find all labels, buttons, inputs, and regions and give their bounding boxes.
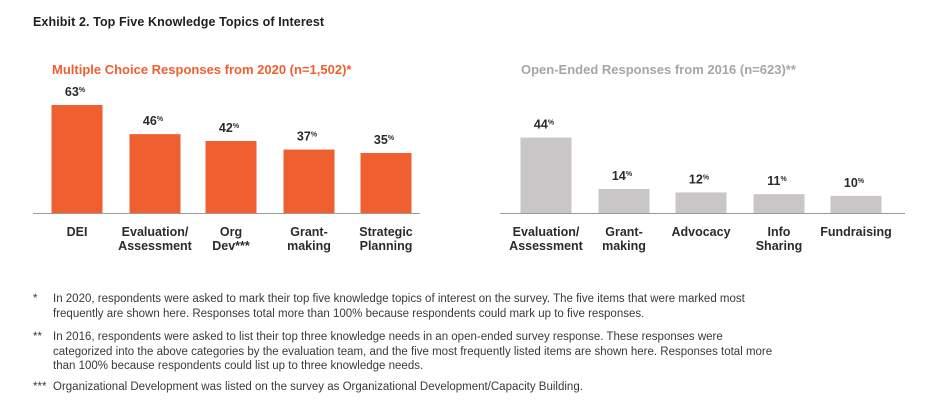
oe-value-label-4: 11% (767, 174, 787, 188)
footnote-3-text: Organizational Development was listed on… (53, 381, 583, 393)
mc-bar-2 (129, 134, 181, 213)
mc-value-label-1: 63% (65, 85, 86, 99)
mc-value-label-3: 42% (219, 121, 240, 135)
oe-bar-5 (830, 195, 882, 213)
mc-category-label-4: Grant-making (287, 225, 331, 253)
oe-value-label-1: 44% (534, 118, 555, 132)
mc-bar-3 (205, 141, 257, 213)
mc-bar-4 (283, 149, 335, 213)
footnote-1: * In 2020, respondents were asked to mar… (33, 292, 793, 322)
oe-value-label-2: 14% (612, 169, 633, 183)
footnote-2-text: In 2016, respondents were asked to list … (53, 331, 773, 372)
oe-value-label-5: 10% (844, 176, 865, 190)
mc-value-label-2: 46% (143, 114, 164, 128)
footnote-1-mark: * (33, 293, 38, 305)
bar-charts: 63% DEI 46% Evaluation/Assessment 42% Org Dev*… (33, 85, 905, 253)
mc-value-label-5: 35% (374, 133, 395, 147)
oe-bar-2 (598, 189, 650, 213)
footnote-1-text: In 2020, respondents were asked to mark … (53, 293, 745, 320)
multiple-choice-chart-title: Multiple Choice Responses from 2020 (n=1… (52, 62, 352, 77)
open-ended-chart-title: Open-Ended Responses from 2016 (n=623)** (521, 62, 796, 77)
oe-category-label-4: Info Sharing (756, 225, 803, 253)
oe-bar-1 (520, 137, 572, 213)
mc-category-label-5: Strategic Planning (359, 225, 413, 253)
oe-value-label-3: 12% (689, 172, 710, 186)
footnote-2: ** In 2016, respondents were asked to li… (33, 330, 793, 375)
oe-bar-3 (675, 192, 727, 213)
exhibit-title: Exhibit 2. Top Five Knowledge Topics of … (33, 15, 325, 29)
mc-category-label-1: DEI (67, 225, 88, 239)
oe-category-label-1: Evaluation/Assessment (509, 225, 583, 253)
mc-bar-1 (51, 105, 103, 213)
footnote-3-mark: *** (33, 381, 47, 393)
oe-category-label-2: Grant-making (602, 225, 646, 253)
mc-value-label-4: 37% (297, 130, 318, 144)
oe-bar-4 (753, 194, 805, 213)
oe-category-label-5: Fundraising (820, 225, 892, 239)
mc-category-label-2: Evaluation/Assessment (118, 225, 192, 253)
oe-category-label-3: Advocacy (671, 225, 730, 239)
mc-bar-5 (360, 153, 412, 213)
footnote-3: *** Organizational Development was liste… (33, 380, 793, 395)
footnote-2-mark: ** (33, 331, 42, 343)
mc-category-label-3: Org Dev*** (212, 225, 250, 253)
